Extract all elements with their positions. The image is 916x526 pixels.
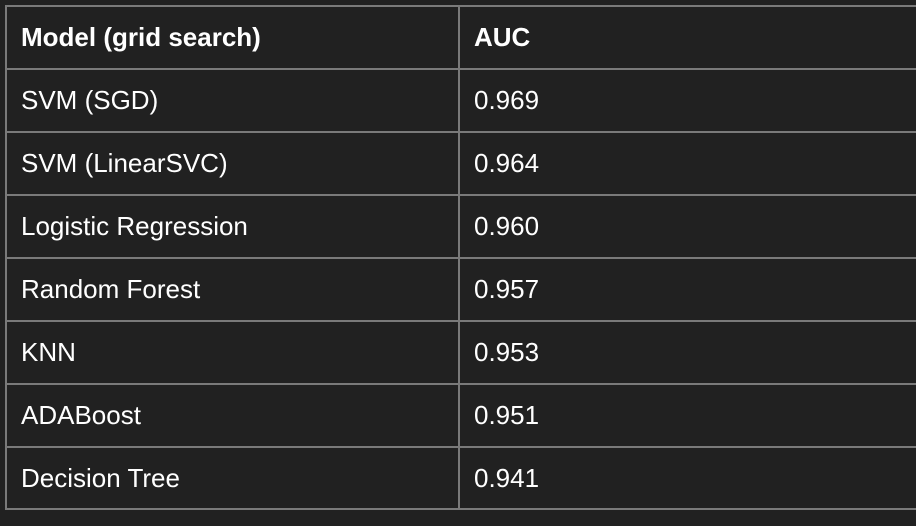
- cell-model: KNN: [5, 320, 460, 385]
- cell-auc: 0.957: [458, 257, 916, 322]
- table-row: KNN 0.953: [5, 320, 916, 385]
- cell-auc: 0.969: [458, 68, 916, 133]
- table-row: Decision Tree 0.941: [5, 446, 916, 510]
- cell-model: SVM (LinearSVC): [5, 131, 460, 196]
- cell-model: Decision Tree: [5, 446, 460, 510]
- table-row: ADABoost 0.951: [5, 383, 916, 448]
- cell-auc: 0.953: [458, 320, 916, 385]
- table-row: SVM (SGD) 0.969: [5, 68, 916, 133]
- cell-auc: 0.960: [458, 194, 916, 259]
- cell-auc: 0.951: [458, 383, 916, 448]
- cell-model: SVM (SGD): [5, 68, 460, 133]
- cell-model: Logistic Regression: [5, 194, 460, 259]
- cell-auc: 0.964: [458, 131, 916, 196]
- cell-model: Random Forest: [5, 257, 460, 322]
- auc-results-table: Model (grid search) AUC SVM (SGD) 0.969 …: [5, 5, 916, 510]
- table-row: SVM (LinearSVC) 0.964: [5, 131, 916, 196]
- table-row: Random Forest 0.957: [5, 257, 916, 322]
- header-auc: AUC: [458, 5, 916, 70]
- table-row: Logistic Regression 0.960: [5, 194, 916, 259]
- cell-auc: 0.941: [458, 446, 916, 510]
- header-model: Model (grid search): [5, 5, 460, 70]
- cell-model: ADABoost: [5, 383, 460, 448]
- table-header-row: Model (grid search) AUC: [5, 5, 916, 70]
